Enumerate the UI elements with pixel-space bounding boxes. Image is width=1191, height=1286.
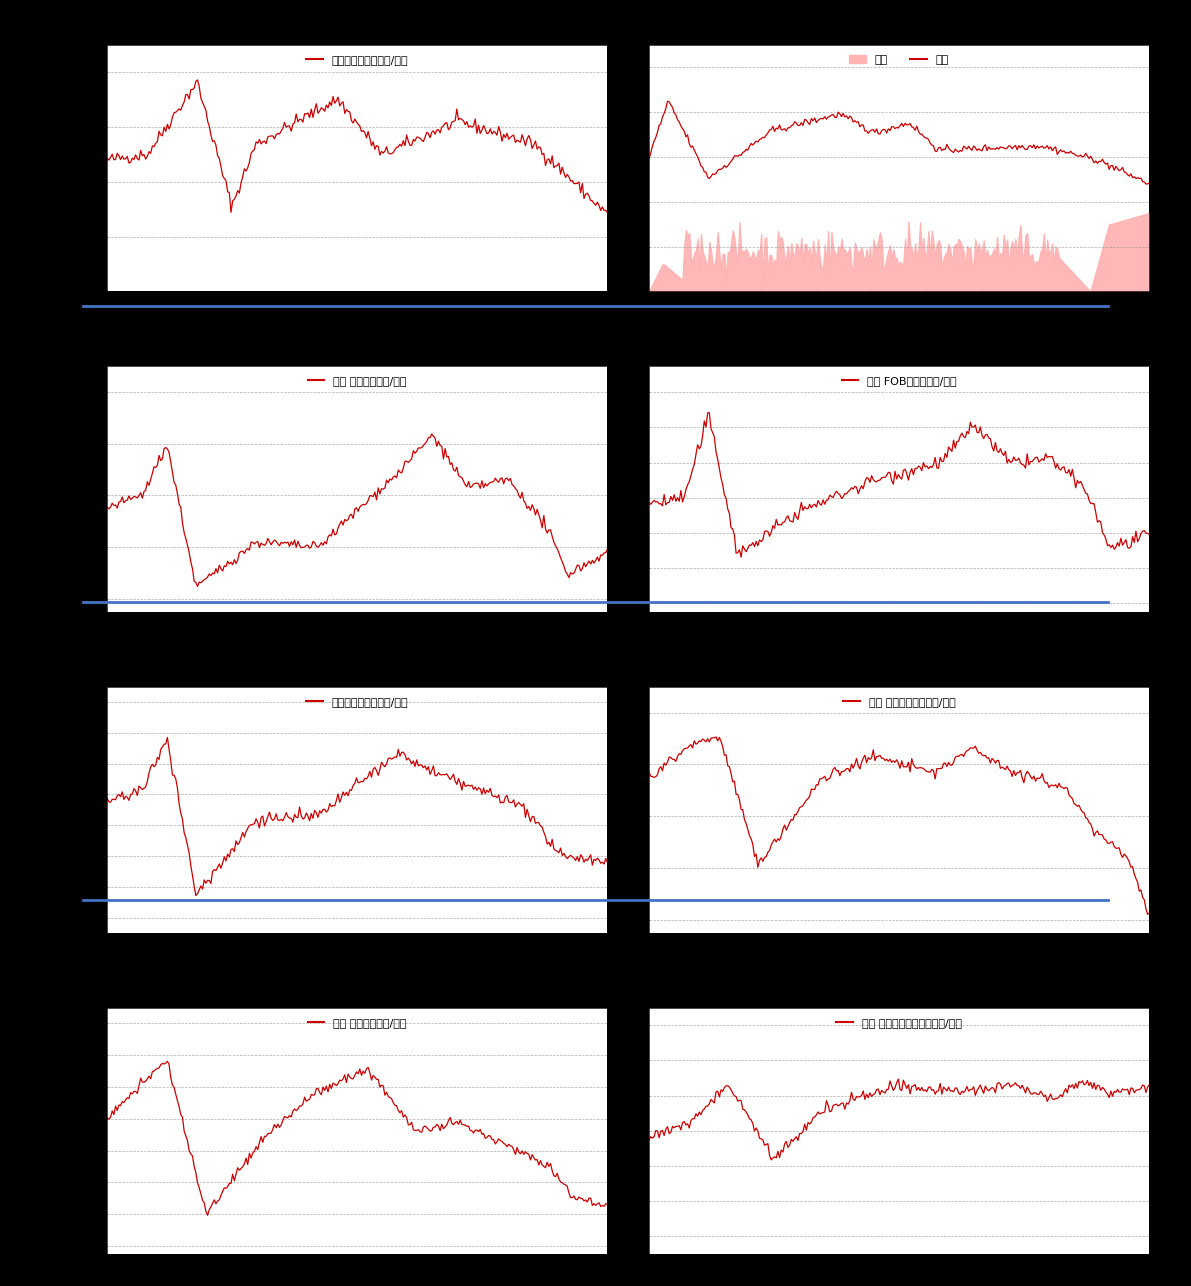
Legend: 乙醇 食用酒精华东地区（元/吨）: 乙醇 食用酒精华东地区（元/吨） xyxy=(833,1013,966,1033)
Legend: 某焦油江苏工厂（元/吨）: 某焦油江苏工厂（元/吨） xyxy=(301,50,413,69)
Legend: 二甲苯华东地区（元/吨）: 二甲苯华东地区（元/吨） xyxy=(301,692,413,711)
Legend: 甲苯 FOB韩国（美元/吨）: 甲苯 FOB韩国（美元/吨） xyxy=(837,372,961,391)
Legend: 丙酮 华东地区高端（元/吨）: 丙酮 华东地区高端（元/吨） xyxy=(838,692,960,711)
Legend: 甲苯 华东地区（元/吨）: 甲苯 华东地区（元/吨） xyxy=(304,372,411,391)
Legend: 苯酚 华东地区（元/吨）: 苯酚 华东地区（元/吨） xyxy=(304,1013,411,1033)
Legend: 价差, 炭黑: 价差, 炭黑 xyxy=(844,50,954,69)
